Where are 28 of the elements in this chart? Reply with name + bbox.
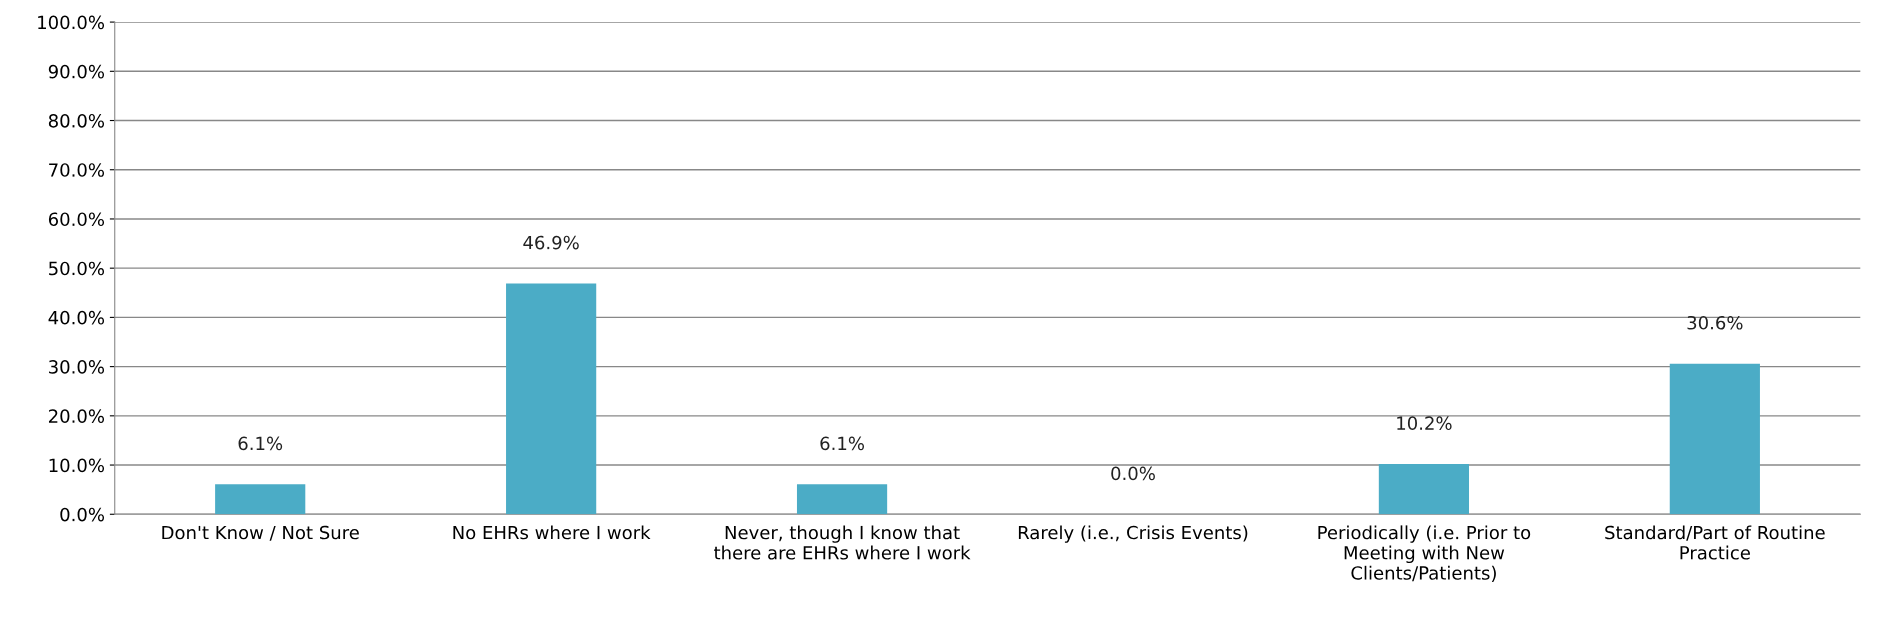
y-tick-label: 80.0%: [48, 113, 105, 128]
data-label: 0.0%: [1111, 466, 1155, 481]
y-tick-label: 40.0%: [48, 310, 105, 325]
y-tick-label: 90.0%: [48, 64, 105, 79]
x-tick-label: Periodically (i.e. Prior to Meeting with New Clients/Patients): [1318, 525, 1531, 582]
y-tick-label: 70.0%: [49, 163, 105, 177]
y-tick-label: 100.0%: [38, 15, 105, 30]
bar: [796, 484, 888, 515]
x-tick-label: Don't Know / Not Sure: [162, 525, 359, 541]
data-label: 6.1%: [238, 436, 283, 451]
data-label: 30.6%: [1687, 315, 1743, 330]
data-label: 6.1%: [820, 436, 864, 451]
y-tick-label: 30.0%: [49, 360, 105, 374]
data-label: 10.2%: [1397, 416, 1452, 431]
bar: [506, 283, 597, 515]
x-tick-label: Standard/Part of Routine Practice: [1605, 525, 1825, 560]
data-label: 46.9%: [523, 235, 579, 250]
bar: [1378, 464, 1470, 515]
y-tick-label: 50.0%: [49, 261, 105, 276]
y-tick-label: 20.0%: [48, 409, 105, 423]
x-tick-label: No EHRs where I work: [453, 525, 651, 540]
bar: [1669, 363, 1760, 515]
x-tick-label: Never, though I know that there are EHRs where I work: [714, 525, 971, 560]
x-tick-label: Rarely (i.e., Crisis Events): [1018, 525, 1248, 543]
y-tick-label: 10.0%: [49, 458, 105, 473]
y-tick-label: 60.0%: [48, 212, 105, 227]
y-tick-label: 0.0%: [60, 507, 105, 522]
bar: [215, 484, 306, 515]
